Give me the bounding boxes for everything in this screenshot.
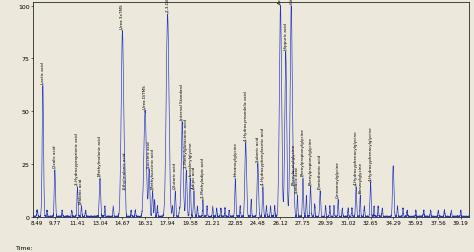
Text: Isovalerylglycine: Isovalerylglycine <box>188 141 192 176</box>
Text: Hexanoylglycine: Hexanoylglycine <box>233 142 237 176</box>
Text: Suberic acid: Suberic acid <box>256 136 260 161</box>
Text: 4-Hydroxyphenylacetic acid: 4-Hydroxyphenylacetic acid <box>261 127 265 184</box>
Text: Benzoylglycine: Benzoylglycine <box>358 162 362 193</box>
Text: Hippuric acid: Hippuric acid <box>284 23 288 50</box>
Text: Phenylpropionylglycine: Phenylpropionylglycine <box>301 128 305 176</box>
Text: 4-Hydroxyphenacylglycine: 4-Hydroxyphenacylglycine <box>354 130 358 184</box>
Text: 2,3-Dihydroxybutanoic acid: 2,3-Dihydroxybutanoic acid <box>165 0 170 12</box>
Text: Glutaric acid: Glutaric acid <box>173 163 177 188</box>
Text: 4-Hydroxymandelic acid: 4-Hydroxymandelic acid <box>244 90 248 140</box>
Text: Methylsuccinic acid: Methylsuccinic acid <box>151 148 155 188</box>
Text: 3-Methyladipic acid: 3-Methyladipic acid <box>201 157 205 197</box>
Text: Phenylacetylglycine: Phenylacetylglycine <box>292 143 296 184</box>
Text: 3-Methylglutaconic acid: 3-Methylglutaconic acid <box>184 118 188 167</box>
Text: Sebacic acid: Sebacic acid <box>295 167 300 193</box>
Text: Aconitic acid: Aconitic acid <box>279 0 283 4</box>
Text: Malonic acid: Malonic acid <box>80 178 83 203</box>
Text: Urea 3xTMS: Urea 3xTMS <box>120 4 125 29</box>
Text: Citric acid: Citric acid <box>290 0 294 4</box>
Text: Lactic acid: Lactic acid <box>41 62 45 83</box>
Text: Ethylmalonic acid: Ethylmalonic acid <box>123 152 127 188</box>
Text: Cinnamoylglycine: Cinnamoylglycine <box>336 160 340 197</box>
Text: Urea DiTMS: Urea DiTMS <box>143 85 147 109</box>
Text: Succinic acid: Succinic acid <box>147 141 151 167</box>
Text: 3-Hydroxyproprionic acid: 3-Hydroxyproprionic acid <box>75 133 80 184</box>
Text: Adipic acid: Adipic acid <box>192 166 196 188</box>
Text: Time:: Time: <box>16 244 33 249</box>
Text: Oxalic acid: Oxalic acid <box>53 145 57 167</box>
Text: Methylmalonic acid: Methylmalonic acid <box>98 136 102 176</box>
Text: Internal Standard: Internal Standard <box>180 83 184 119</box>
Text: 4-Hydroxyphenacylglycine: 4-Hydroxyphenacylglycine <box>369 125 373 180</box>
Text: Pantothenic acid: Pantothenic acid <box>318 154 322 188</box>
Text: Phenylpropionylglycine: Phenylpropionylglycine <box>309 137 312 184</box>
